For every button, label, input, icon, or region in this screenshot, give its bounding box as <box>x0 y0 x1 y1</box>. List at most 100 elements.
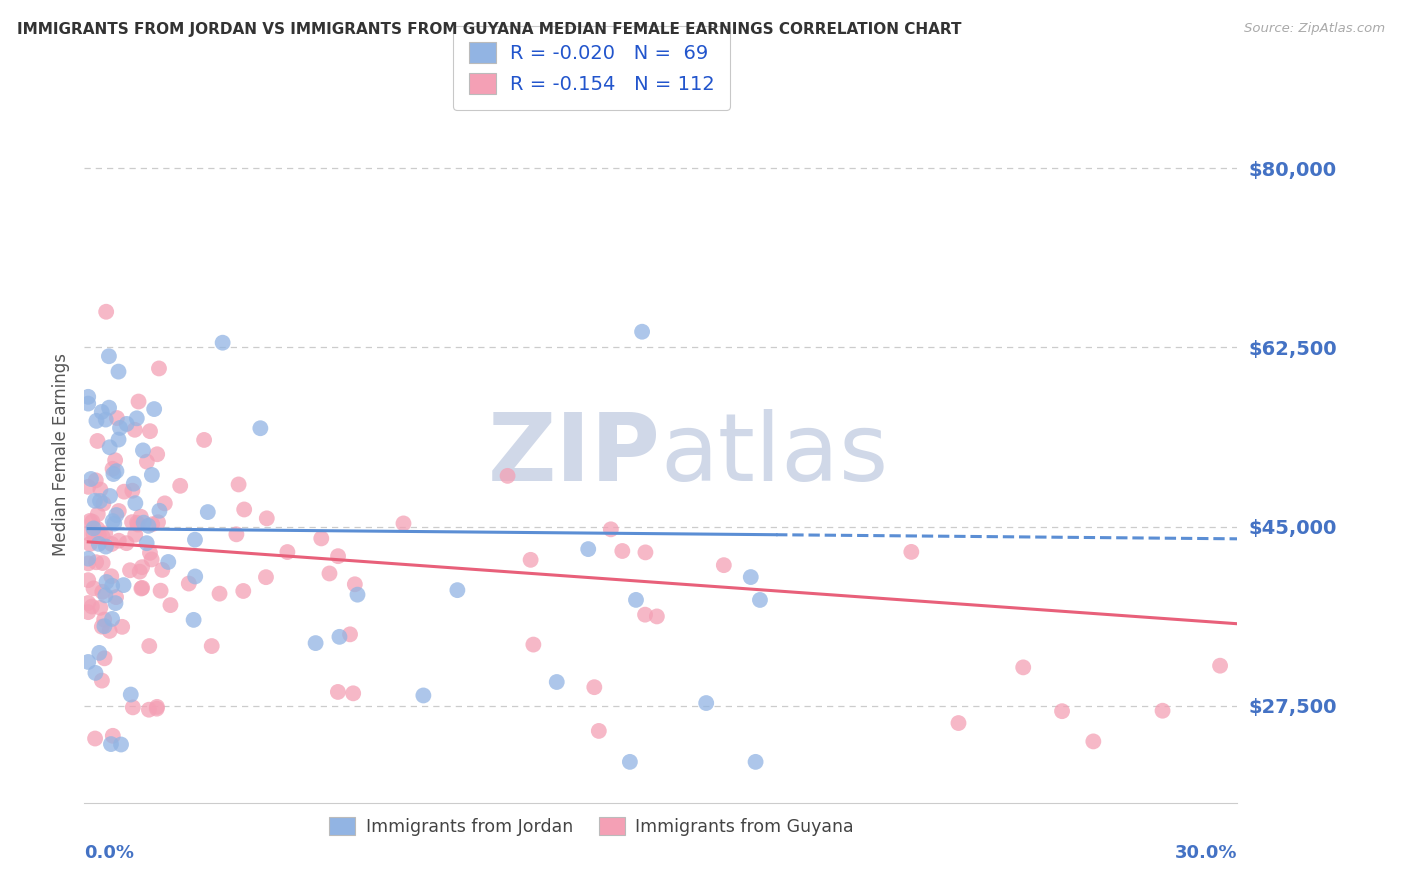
Point <box>89 646 111 660</box>
Point <box>104 596 127 610</box>
Point <box>900 545 922 559</box>
Point <box>148 504 170 518</box>
Point <box>87 528 110 542</box>
Point <box>141 517 163 532</box>
Point <box>184 569 207 583</box>
Point <box>84 473 107 487</box>
Point <box>105 590 128 604</box>
Point <box>86 434 108 448</box>
Point <box>143 402 166 417</box>
Point <box>1152 704 1174 718</box>
Point <box>124 527 146 541</box>
Point <box>519 553 541 567</box>
Point <box>588 723 610 738</box>
Point <box>82 515 104 529</box>
Point <box>177 576 200 591</box>
Point <box>77 655 100 669</box>
Point <box>105 411 128 425</box>
Point <box>150 563 173 577</box>
Point <box>110 738 132 752</box>
Point <box>97 349 120 363</box>
Point <box>77 557 100 571</box>
Point <box>98 624 121 638</box>
Point <box>131 560 153 574</box>
Point <box>80 472 103 486</box>
Point <box>127 517 149 532</box>
Text: 0.0%: 0.0% <box>84 845 135 863</box>
Point <box>124 423 146 437</box>
Point <box>146 447 169 461</box>
Point <box>84 731 107 746</box>
Point <box>193 433 215 447</box>
Point <box>343 577 366 591</box>
Point <box>89 600 111 615</box>
Point <box>101 514 124 528</box>
Point <box>256 511 278 525</box>
Point <box>91 584 114 599</box>
Point <box>90 673 112 688</box>
Point <box>146 699 169 714</box>
Point <box>105 508 128 522</box>
Point <box>138 639 160 653</box>
Point <box>112 578 135 592</box>
Point <box>233 502 256 516</box>
Point <box>77 573 100 587</box>
Point <box>132 516 155 530</box>
Point <box>311 532 333 546</box>
Point <box>125 516 148 530</box>
Point <box>94 540 117 554</box>
Point <box>84 555 107 569</box>
Point <box>89 494 111 508</box>
Point <box>412 689 434 703</box>
Point <box>634 545 657 559</box>
Point <box>94 526 117 541</box>
Point <box>77 596 100 610</box>
Point <box>645 609 668 624</box>
Text: Source: ZipAtlas.com: Source: ZipAtlas.com <box>1244 22 1385 36</box>
Point <box>228 477 250 491</box>
Point <box>744 755 766 769</box>
Point <box>77 551 100 566</box>
Point <box>124 496 146 510</box>
Point <box>254 570 277 584</box>
Point <box>77 390 100 404</box>
Point <box>100 537 122 551</box>
Point <box>139 546 162 560</box>
Point <box>80 599 103 614</box>
Point <box>1083 734 1105 748</box>
Point <box>129 509 152 524</box>
Point <box>326 685 349 699</box>
Point <box>138 518 160 533</box>
Point <box>1012 660 1035 674</box>
Point <box>131 581 153 595</box>
Point <box>1050 704 1073 718</box>
Point <box>157 555 180 569</box>
Point <box>93 613 115 627</box>
Point <box>91 556 114 570</box>
Point <box>107 433 129 447</box>
Point <box>101 729 124 743</box>
Point <box>98 440 121 454</box>
Point <box>103 516 125 531</box>
Point <box>93 619 115 633</box>
Legend: Immigrants from Jordan, Immigrants from Guyana: Immigrants from Jordan, Immigrants from … <box>322 810 860 843</box>
Point <box>599 522 621 536</box>
Point <box>740 570 762 584</box>
Point <box>121 515 143 529</box>
Point <box>131 582 153 596</box>
Point <box>146 515 169 529</box>
Point <box>583 680 606 694</box>
Point <box>83 521 105 535</box>
Point <box>96 574 118 589</box>
Point <box>634 607 657 622</box>
Point <box>328 630 350 644</box>
Point <box>77 605 100 619</box>
Point <box>135 536 157 550</box>
Point <box>101 612 124 626</box>
Point <box>107 504 129 518</box>
Point <box>90 405 112 419</box>
Point <box>149 583 172 598</box>
Point <box>624 593 647 607</box>
Point <box>105 464 128 478</box>
Point <box>86 414 108 428</box>
